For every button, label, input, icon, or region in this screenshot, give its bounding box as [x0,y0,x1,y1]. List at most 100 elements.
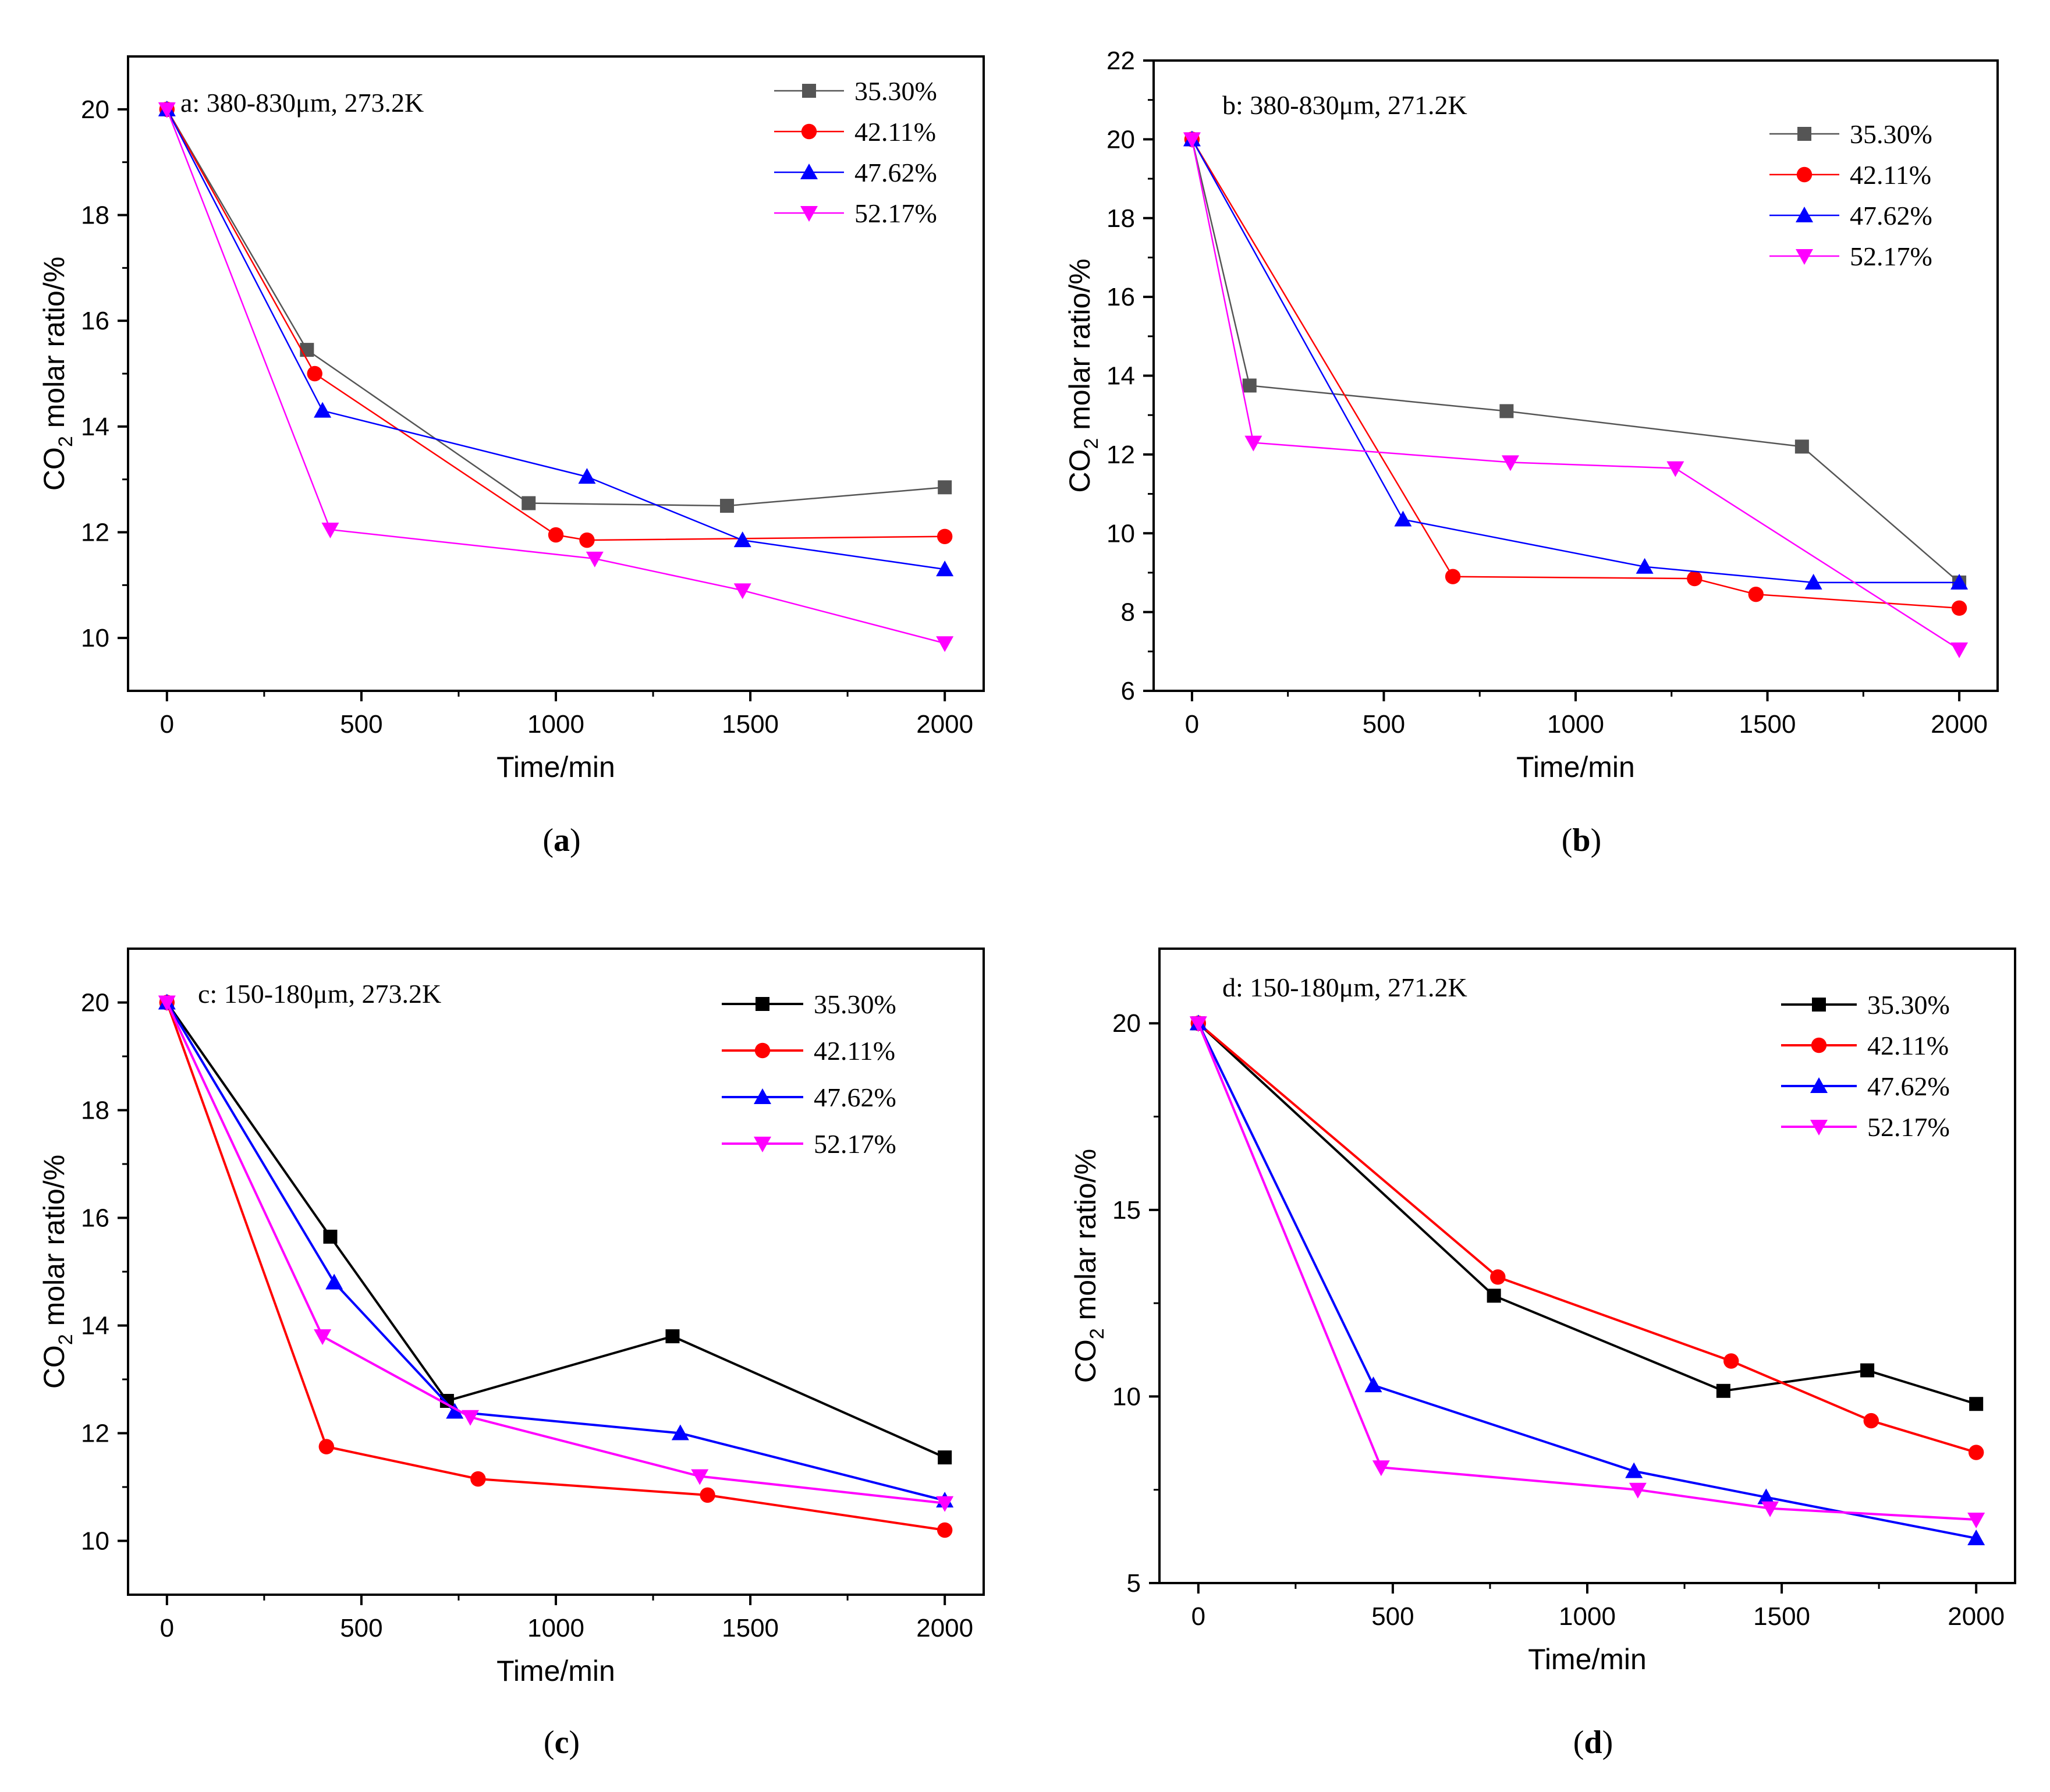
panel-c: 0 500 1000 1500 2000 10 12 14 16 18 20 Time/min CO2 … [38,948,985,1761]
panel-label-close: ) [570,822,581,858]
data-point [307,366,322,382]
y-tick-label: 18 [1106,204,1135,233]
x-tick-label: 1500 [722,1614,779,1642]
series-2: 42.11% [1190,1016,1984,1460]
y-tick-label: 12 [1106,441,1135,469]
panel-d: 0 500 1000 1500 2000 5 10 15 20 Time/min CO2 molar… [1069,948,2016,1761]
y-tick-label: 14 [81,413,109,441]
legend-marker [1812,998,1826,1012]
data-point [462,1410,479,1426]
x-tick-label: 1000 [527,1614,584,1642]
panel-label-letter: d [1584,1724,1602,1761]
legend-label: 47.62% [1867,1071,1950,1101]
legend-marker [1810,1120,1828,1135]
data-point [1499,404,1514,418]
data-point [1794,439,1809,454]
series-1: 35.30% [159,76,952,513]
y-axis-label-co: CO [1069,1339,1102,1383]
x-tick-label: 2000 [1931,710,1988,739]
data-point [579,532,595,548]
x-axis-label: Time/min [496,1655,615,1687]
series-2: 42.11% [159,995,953,1538]
series-line [165,1002,945,1531]
series-3: 47.62% [158,100,954,577]
series-line [1191,139,1960,650]
data-point [578,468,596,484]
plot-frame [127,55,985,692]
panel-label-letter: a [554,822,570,858]
data-point [158,102,176,118]
legend-marker [1797,127,1811,141]
legend-label: 35.30% [1867,990,1950,1020]
legend-marker [802,84,816,98]
series-line [1197,1023,1977,1521]
x-tick-label: 500 [1371,1602,1414,1631]
x-tick-label: 2000 [916,1614,973,1642]
y-tick-label: 16 [1106,283,1135,311]
legend-label: 42.11% [1867,1031,1949,1060]
data-point [1951,600,1967,616]
panel-a: 0 500 1000 1500 2000 10 12 14 16 18 20 Time/min CO2 … [38,55,985,858]
data-point [1666,461,1684,477]
panel-label-open: ( [544,1724,555,1761]
y-tick-label: 10 [81,624,109,652]
series-line [166,1002,945,1504]
data-point [1723,1353,1739,1369]
y-axis-label: CO2 molar ratio/% [1069,1149,1108,1383]
series-4: 52.17% [158,995,954,1512]
panel-label-close: ) [1602,1724,1613,1761]
data-point [314,402,332,418]
series-3: 47.62% [1189,1014,1985,1546]
data-point [1950,573,1969,590]
legend-label: 52.17% [814,1129,896,1159]
series-line [1191,139,1960,584]
data-point [1244,435,1262,452]
legend-label: 47.62% [854,158,937,187]
y-tick-label: 20 [81,989,109,1017]
data-point [1445,569,1461,584]
legend-marker [801,123,817,140]
y-axis-label-rest: molar ratio/% [38,1155,70,1334]
data-point [1716,1383,1730,1398]
legend-marker [754,1042,771,1059]
y-axis-label-subscript: 2 [1086,1328,1108,1339]
data-point [548,527,564,543]
x-axis-label: Time/min [1516,751,1635,783]
y-axis-label-subscript: 2 [55,1334,77,1345]
data-point [700,1487,715,1503]
x-tick-label: 1500 [1739,710,1796,739]
y-tick-label: 20 [81,95,109,124]
y-tick-label: 6 [1121,677,1135,705]
series-line [166,1002,945,1459]
panel-label: (b) [1562,822,1601,858]
series-3: 47.62% [1183,130,1969,590]
data-point [1757,1488,1775,1504]
x-tick-label: 2000 [1948,1602,2005,1631]
panel-label: (a) [542,822,580,858]
legend-label: 35.30% [814,989,896,1019]
series-line [166,109,945,541]
data-point [1804,573,1822,590]
legend-marker [754,1137,771,1152]
y-axis-label: CO2 molar ratio/% [38,1155,77,1389]
data-point [936,636,954,652]
y-tick-label: 22 [1106,47,1135,75]
x-tick-label: 1000 [1547,710,1604,739]
data-point [586,551,604,567]
data-point [1967,1530,1985,1546]
data-point [1969,1397,1984,1411]
legend-marker [1796,166,1813,183]
data-point [733,583,751,599]
series-line [1197,1022,1977,1454]
legend-marker [1796,249,1813,265]
y-tick-label: 10 [1106,519,1135,548]
y-tick-label: 16 [81,307,109,335]
panel-label-open: ( [542,822,554,858]
legend-marker [756,997,769,1011]
x-axis-label: Time/min [1528,1643,1647,1676]
panel-label-close: ) [1591,822,1602,858]
y-axis-label-co: CO [1063,449,1096,493]
data-point [665,1329,680,1343]
panel-annotation: d: 150-180μm, 271.2K [1222,973,1467,1002]
legend-label: 47.62% [814,1083,896,1112]
